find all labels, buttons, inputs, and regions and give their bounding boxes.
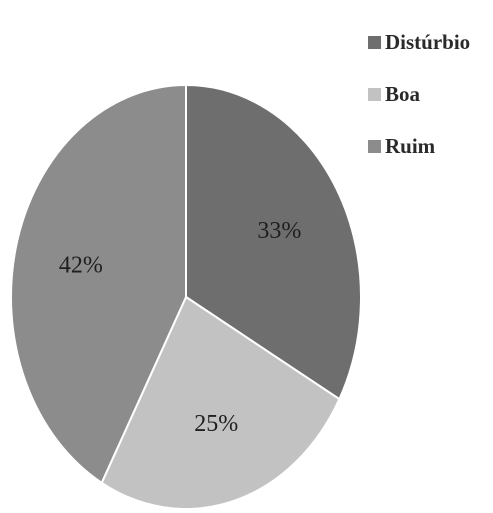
legend-item-disturbio: Distúrbio <box>368 16 470 68</box>
legend-item-boa: Boa <box>368 68 470 120</box>
slice-label-boa: 25% <box>194 411 238 437</box>
legend-label-ruim: Ruim <box>385 133 436 158</box>
pie-slice-ruim <box>10 83 187 485</box>
pie-slice-disturbio <box>185 83 362 401</box>
legend-label-disturbio: Distúrbio <box>385 29 471 54</box>
legend-swatch-ruim <box>368 139 381 153</box>
legend: Distúrbio Boa Ruim <box>368 16 470 172</box>
slice-label-disturbio: 33% <box>257 218 301 244</box>
legend-label-boa: Boa <box>385 81 421 106</box>
legend-swatch-disturbio <box>368 35 381 49</box>
pie-slice-boa <box>100 295 341 510</box>
legend-swatch-boa <box>368 87 381 101</box>
legend-item-ruim: Ruim <box>368 120 470 172</box>
slice-label-ruim: 42% <box>59 252 103 278</box>
